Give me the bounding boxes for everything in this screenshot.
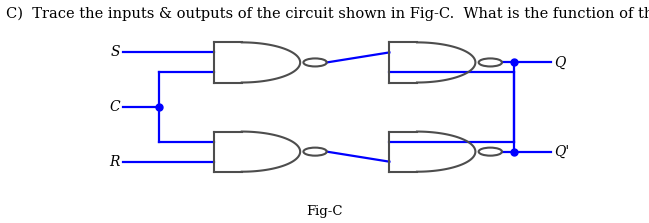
- Text: R: R: [110, 155, 120, 169]
- Text: C)  Trace the inputs & outputs of the circuit shown in Fig-C.  What is the funct: C) Trace the inputs & outputs of the cir…: [6, 7, 649, 21]
- Text: Q: Q: [554, 56, 565, 69]
- Text: S: S: [110, 45, 120, 59]
- Text: Fig-C: Fig-C: [306, 205, 343, 218]
- Text: C: C: [110, 100, 120, 114]
- Text: Q': Q': [554, 145, 569, 159]
